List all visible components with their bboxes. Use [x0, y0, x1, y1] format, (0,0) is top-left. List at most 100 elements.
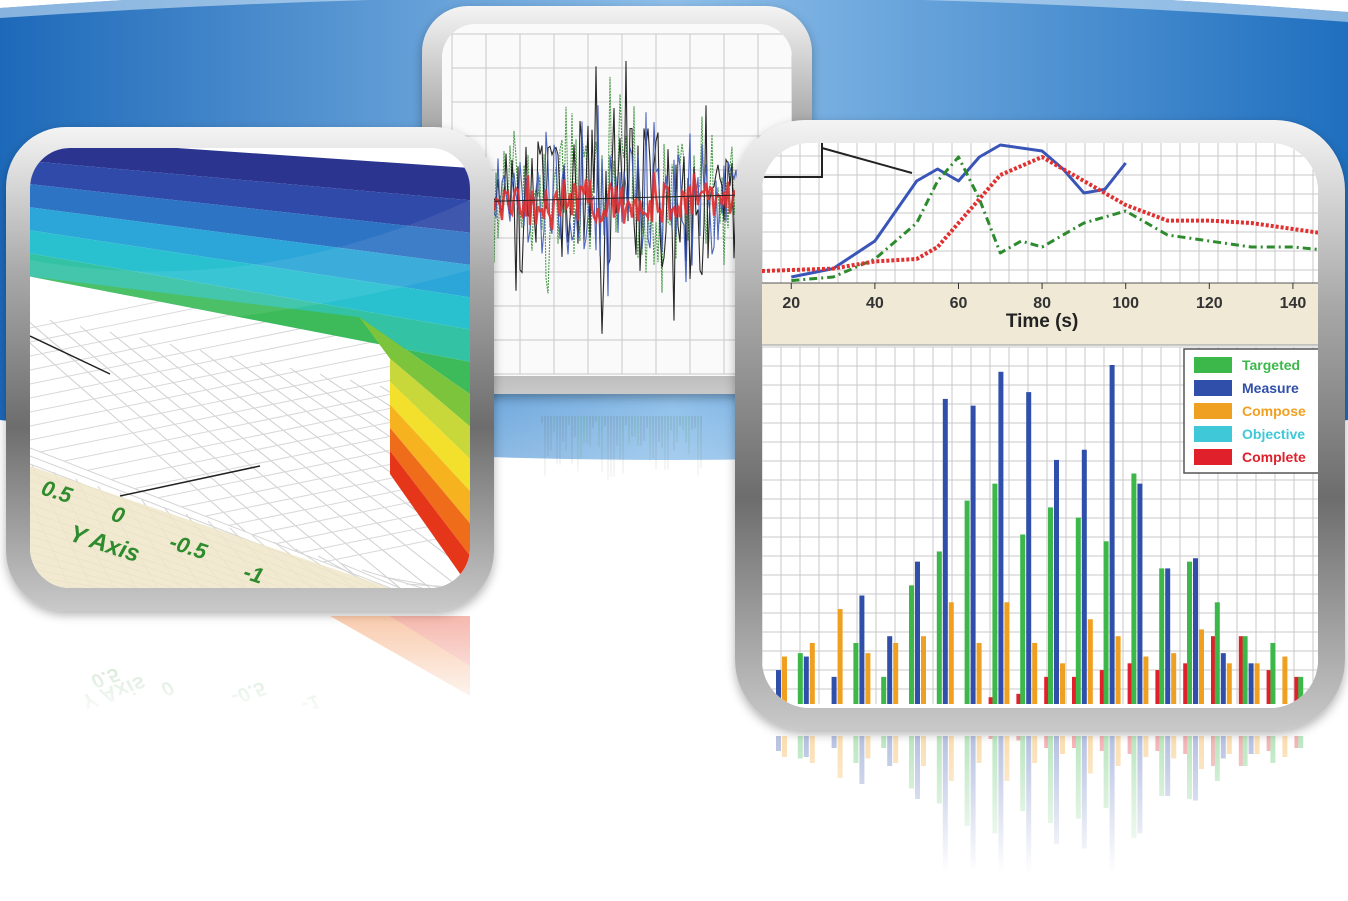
bar — [1187, 561, 1192, 704]
surface-band — [30, 230, 470, 330]
bar — [1081, 449, 1087, 704]
bar — [1060, 663, 1065, 704]
bar — [1048, 507, 1053, 704]
bar — [1211, 636, 1216, 704]
bar — [909, 585, 914, 704]
time-chart-tile: 20 40 60 80 100 120 140 Time (s) Targeted Measure… — [762, 143, 1318, 708]
bar — [1266, 670, 1272, 704]
reflect-bar — [1171, 736, 1177, 759]
reflect-bar — [1242, 736, 1248, 766]
bar — [797, 653, 803, 704]
x-tick-label: 60 — [950, 295, 968, 312]
x-tick-label: 100 — [1112, 295, 1139, 312]
bar — [887, 636, 893, 704]
reflect-bar — [853, 736, 859, 763]
surface-band — [390, 358, 470, 459]
x-axis-title: Time (s) — [1006, 311, 1079, 332]
floor-grid-line — [339, 562, 401, 588]
bar — [1298, 676, 1304, 704]
bar — [1016, 693, 1022, 704]
reflect-bar — [1026, 736, 1032, 874]
bar — [936, 551, 942, 704]
reflect-bar — [797, 736, 803, 759]
reflect-bar — [1109, 736, 1115, 886]
bar — [1254, 663, 1260, 704]
reflect-bar — [1159, 736, 1165, 796]
bar — [998, 371, 1004, 704]
bar — [1020, 534, 1026, 704]
bar — [915, 561, 920, 704]
bar — [1193, 558, 1198, 704]
legend: Targeted Measure Compose Objective Complete — [1183, 348, 1318, 474]
bar — [1072, 676, 1077, 704]
signal-series — [471, 76, 761, 294]
floor-grid-line — [49, 319, 371, 588]
surface-band — [30, 148, 470, 201]
reflect-bar — [893, 736, 899, 763]
bar — [1054, 459, 1059, 704]
reflect-bar — [1099, 736, 1105, 751]
reflect-band — [330, 616, 470, 696]
bar — [1075, 517, 1081, 704]
reflect-bar — [1016, 736, 1022, 741]
reflect-bar — [803, 736, 809, 757]
bar — [881, 676, 887, 704]
reflect-bar — [1165, 736, 1171, 796]
reflect-bar — [1220, 736, 1226, 759]
zoom-connector — [821, 147, 913, 174]
legend-label: Complete — [1242, 449, 1306, 465]
bar — [1183, 663, 1189, 704]
bar — [1103, 541, 1109, 704]
bar — [1087, 619, 1093, 704]
reflect-bar — [1131, 736, 1137, 838]
reflect-bar — [1054, 736, 1059, 844]
bar — [1248, 663, 1254, 704]
reflect-bar — [988, 736, 994, 739]
zoom-box — [762, 143, 823, 178]
bar — [1171, 653, 1177, 704]
bar — [1004, 602, 1010, 704]
bar — [893, 642, 899, 704]
bar — [921, 636, 926, 704]
reflect-tick: -1 — [298, 690, 322, 716]
bar — [1155, 670, 1161, 704]
surface-band — [30, 207, 470, 298]
reflect-bar — [1199, 736, 1204, 769]
floor-grid-line — [109, 331, 431, 588]
axis-line — [119, 465, 261, 497]
surface-band — [30, 161, 470, 233]
legend-label: Objective — [1242, 426, 1305, 442]
surface-chart-tile: 0.5 0 -0.5 -1 Y Axis — [30, 148, 470, 588]
reflect-bar — [859, 736, 865, 784]
bar — [831, 676, 837, 704]
reflect-bar — [881, 736, 887, 748]
floor-grid-line — [139, 337, 461, 588]
reflect-bar — [936, 736, 942, 804]
bar — [1143, 656, 1149, 704]
bar — [976, 642, 982, 704]
reflect-bar — [1254, 736, 1260, 754]
reflect-bar — [1193, 736, 1198, 801]
signal-series — [470, 172, 762, 231]
x-tick-label: 20 — [782, 295, 800, 312]
floor-grid-line — [361, 569, 423, 588]
reflect-bar — [776, 736, 781, 751]
reflect-bar — [1143, 736, 1149, 757]
bar — [988, 697, 994, 704]
reflect-bar — [809, 736, 815, 763]
reflect-bar — [1226, 736, 1232, 754]
bar — [776, 670, 781, 704]
surface-band — [390, 427, 470, 556]
bar — [964, 500, 970, 704]
floor-grid-line — [30, 447, 391, 588]
legend-swatch — [1194, 449, 1232, 465]
bar — [1026, 392, 1032, 704]
reflect-bar — [1032, 736, 1038, 763]
bar — [1294, 676, 1300, 704]
bar — [803, 656, 809, 704]
legend-swatch — [1194, 357, 1232, 373]
reflect-bar — [1137, 736, 1143, 834]
reflect-bar — [1294, 736, 1300, 748]
reflect-bar — [1238, 736, 1244, 766]
